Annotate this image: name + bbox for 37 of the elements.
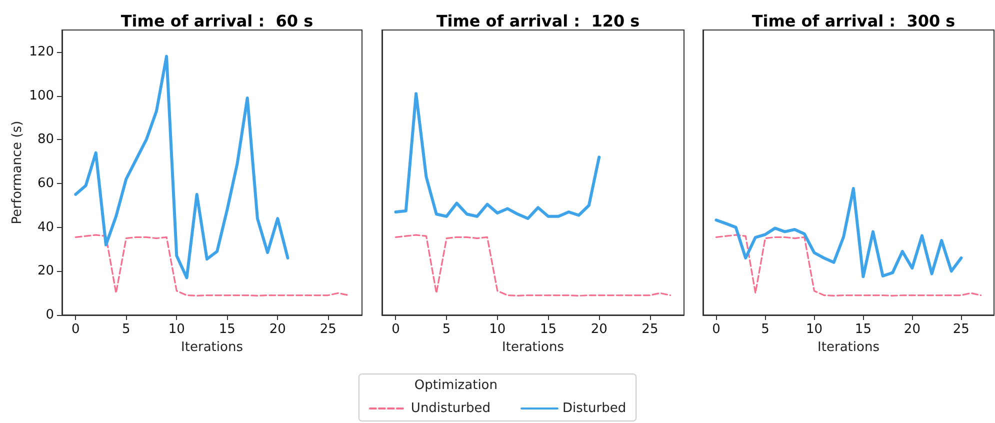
x-tick-label: 5: [122, 322, 130, 337]
x-tick-label: 25: [952, 322, 970, 337]
x-tick-label: 15: [218, 322, 236, 337]
y-tick-label: 100: [29, 88, 54, 104]
line-series: [74, 234, 350, 297]
x-tick-label: 5: [761, 322, 770, 337]
y-tick-label: 60: [37, 176, 54, 191]
x-tick-label: 25: [642, 322, 658, 337]
y-tick-label: 80: [37, 132, 54, 148]
y-tick-label: 20: [37, 264, 54, 279]
y-tick-label: 0: [46, 308, 54, 322]
x-axis-title: Iterations: [502, 340, 564, 355]
x-tick-label: 25: [320, 322, 336, 337]
x-axis-title: Iterations: [181, 340, 244, 355]
x-tick-label: 20: [904, 322, 920, 337]
y-tick-label: 120: [29, 44, 54, 60]
x-tick-label: 15: [540, 322, 557, 337]
legend-title: Optimization: [414, 378, 498, 393]
x-tick-label: 5: [442, 322, 451, 337]
chart-title: Time of arrival : 300 s: [752, 12, 956, 30]
x-tick-label: 10: [806, 322, 822, 337]
x-tick-label: 20: [269, 322, 286, 337]
x-tick-label: 20: [590, 322, 608, 337]
x-tick-label: 0: [712, 322, 720, 337]
chart-title: Time of arrival : 60 s: [120, 12, 314, 30]
x-tick-label: 15: [854, 322, 872, 337]
y-tick-label: 40: [37, 220, 54, 235]
x-tick-label: 0: [71, 322, 80, 337]
x-tick-label: 0: [392, 322, 400, 337]
chart-title: Time of arrival : 120 s: [436, 12, 640, 30]
x-tick-label: 10: [489, 322, 506, 337]
legend-label: Disturbed: [562, 401, 626, 416]
x-tick-label: 10: [168, 322, 185, 337]
legend-label: Undisturbed: [410, 401, 490, 416]
y-axis-title: Performance (s): [10, 120, 25, 224]
line-series: [74, 54, 290, 280]
x-axis-title: Iterations: [818, 340, 880, 355]
